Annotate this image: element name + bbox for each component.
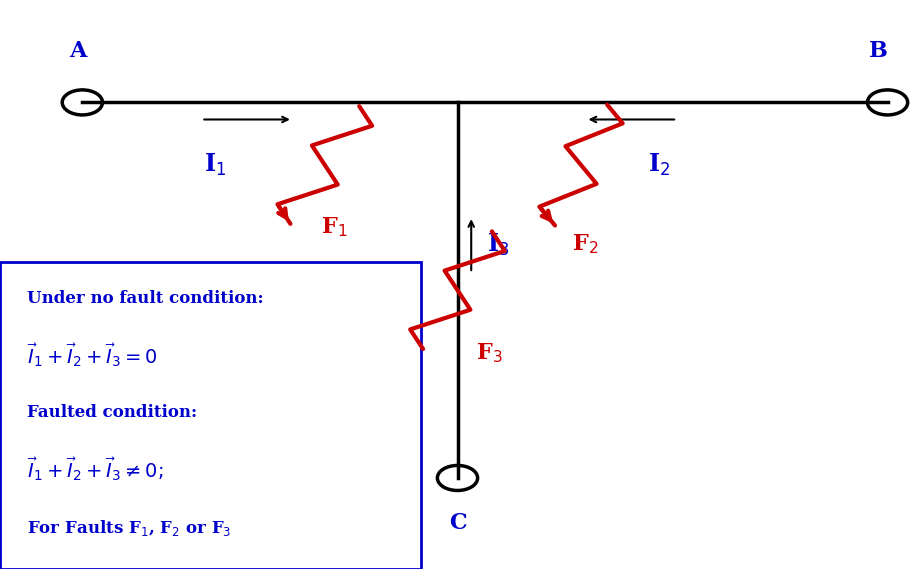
Text: Faulted condition:: Faulted condition: <box>27 404 198 421</box>
Text: C: C <box>448 513 467 534</box>
Text: I$_3$: I$_3$ <box>488 232 510 258</box>
Text: F$_2$: F$_2$ <box>573 233 598 257</box>
Text: $\vec{I}_1 + \vec{I}_2 + \vec{I}_3 \neq 0;$: $\vec{I}_1 + \vec{I}_2 + \vec{I}_3 \neq … <box>27 455 164 483</box>
Text: I$_2$: I$_2$ <box>648 152 670 178</box>
Text: I$_1$: I$_1$ <box>204 152 226 178</box>
Text: B: B <box>869 40 888 62</box>
Text: F$_3$: F$_3$ <box>477 341 502 365</box>
Text: For Faults F$_1$, F$_2$ or F$_3$: For Faults F$_1$, F$_2$ or F$_3$ <box>27 518 231 538</box>
Text: Under no fault condition:: Under no fault condition: <box>27 290 264 307</box>
Text: F$_1$: F$_1$ <box>321 216 347 240</box>
Text: A: A <box>70 40 86 62</box>
FancyBboxPatch shape <box>0 262 421 569</box>
Text: $\vec{I}_1 + \vec{I}_2 + \vec{I}_3 = 0$: $\vec{I}_1 + \vec{I}_2 + \vec{I}_3 = 0$ <box>27 341 158 369</box>
